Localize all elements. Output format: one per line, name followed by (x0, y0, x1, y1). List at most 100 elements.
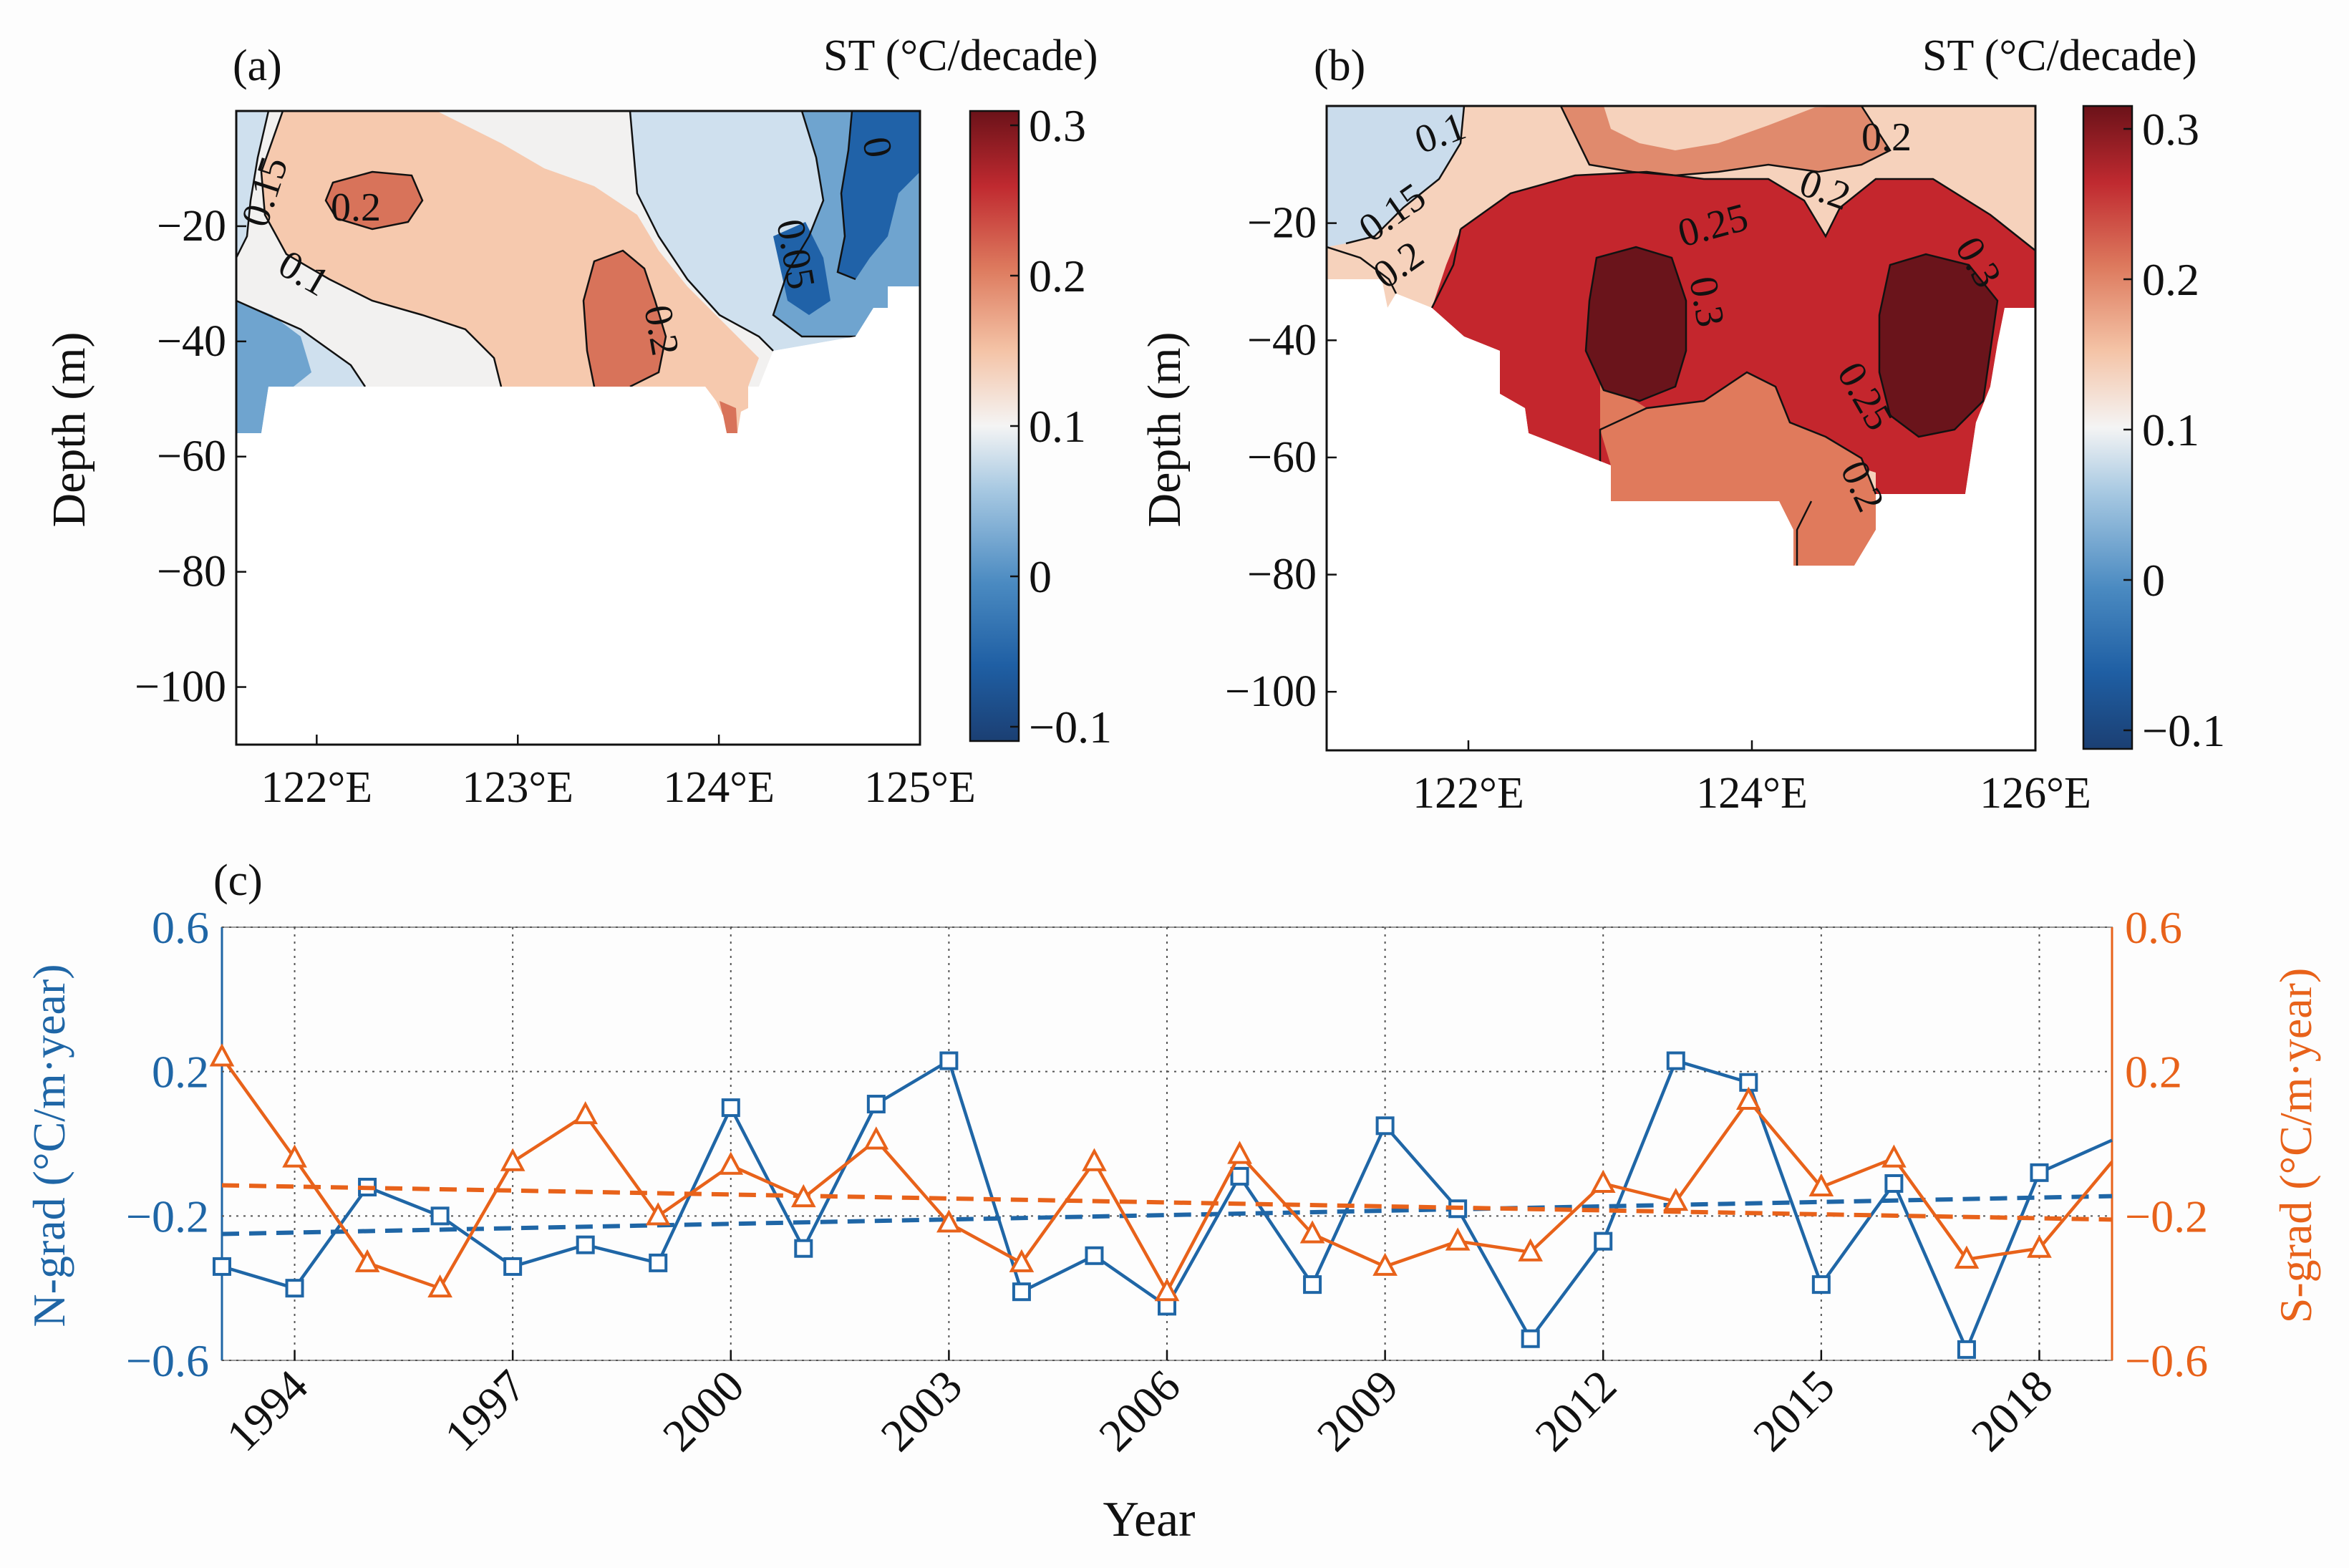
panel-b-contour-label: 0.3 (1680, 273, 1733, 330)
panel-a-colorbar-ticks: 0.3 0.2 0.1 0 −0.1 (1010, 100, 1112, 752)
series-s-grad-point (645, 1202, 671, 1226)
panel-c-ytick-left: −0.6 (126, 1335, 209, 1386)
panel-c-xtick-label: 2000 (653, 1360, 754, 1461)
series-n-grad-point (1666, 1051, 1685, 1070)
series-n-grad-point (1375, 1116, 1395, 1136)
series-n-grad-point (866, 1095, 886, 1114)
panel-a-ylabel: Depth (m) (43, 331, 95, 527)
panel-c-xtick-label: 2018 (1962, 1360, 2063, 1461)
panel-c-ylabel-left: N-grad (°C/m·year) (24, 964, 74, 1327)
series-n-grad-point (1085, 1246, 1104, 1265)
panel-a-xtick-label: 122°E (261, 763, 373, 812)
series-s-grad-point (1808, 1173, 1834, 1196)
series-s-grad-point (209, 1043, 235, 1067)
series-n-grad-point (1811, 1275, 1831, 1294)
series-s-grad-point (1954, 1245, 1980, 1269)
panel-c-xtick-label: 1997 (435, 1360, 536, 1461)
series-n-grad-point (1594, 1231, 1613, 1251)
panel-b-colorbar-tick-label: −0.1 (2142, 705, 2225, 756)
series-n-grad-point (2030, 1163, 2049, 1182)
panel-b-xtick-label: 124°E (1696, 769, 1808, 818)
panel-a: (a) ST (°C/decade) (43, 32, 1112, 812)
panel-a-ytick-label: −20 (157, 202, 226, 251)
series-s-grad-point (1227, 1141, 1252, 1164)
panel-a-axes: −20 −40 −60 −80 −100 122°E 123°E 124°E 125°E (135, 202, 976, 812)
series-n-grad-point (285, 1279, 304, 1298)
panel-a-colorbar-tick-label: 0.3 (1029, 100, 1086, 151)
panel-a-label: (a) (233, 42, 282, 90)
panel-b-axes: −20 −40 −60 −80 −100 122°E 124°E 126°E (1225, 199, 2091, 818)
panel-c-xtick-label: 1994 (217, 1360, 318, 1461)
panel-a-axes-frame (235, 110, 921, 746)
series-s-grad-point (718, 1151, 744, 1175)
panel-a-colorbar-tick-label: 0 (1029, 551, 1052, 602)
panel-b-ytick-label: −80 (1247, 551, 1317, 599)
panel-b-contour-label: 0.2 (1861, 115, 1912, 160)
panel-c-xtick-label: 2012 (1525, 1360, 1626, 1461)
series-n-grad-point (939, 1051, 959, 1070)
panel-c-label: (c) (213, 856, 263, 905)
panel-b-colorbar-tick-label: 0 (2142, 555, 2165, 606)
series-n-grad-point (1884, 1173, 1904, 1193)
series-s-grad-trend (221, 1183, 2113, 1222)
series-s-grad-point (1009, 1249, 1035, 1272)
panel-a-contour-field (236, 111, 920, 745)
panel-a-ytick-label: −80 (157, 548, 226, 596)
panel-a-ytick-label: −100 (135, 663, 226, 712)
series-n-grad-point (1957, 1340, 1976, 1359)
panel-a-contour-label: 0.2 (331, 185, 381, 230)
panel-c-series (209, 1043, 2113, 1359)
series-n-grad-point (1230, 1166, 1249, 1186)
panel-c-ytick-right: 0.6 (2125, 902, 2182, 953)
panel-b: (b) ST (°C/decade) (1138, 32, 2225, 818)
panel-c-xtick-label: 2003 (871, 1360, 972, 1461)
panel-c-grid (222, 926, 2112, 1361)
series-s-grad-point (1518, 1238, 1544, 1262)
series-s-grad-point (1881, 1144, 1907, 1168)
panel-b-colorbar (2082, 105, 2134, 750)
panel-a-colorbar-tick-label: 0.2 (1029, 251, 1086, 301)
panel-b-xtick-label: 126°E (1980, 769, 2091, 818)
series-s-grad-point (1590, 1169, 1616, 1193)
panel-a-xtick-label: 125°E (864, 763, 976, 812)
panel-a-colorbar-tick-label: 0.1 (1029, 401, 1086, 452)
panel-b-colorbar-tick-label: 0.1 (2142, 405, 2199, 455)
series-s-grad-point (936, 1209, 962, 1233)
panel-c-ytick-right: 0.2 (2125, 1047, 2182, 1098)
series-n-grad-point (503, 1257, 523, 1276)
panel-a-xtick-label: 124°E (663, 763, 775, 812)
series-s-grad-point (427, 1274, 452, 1298)
series-n-grad-point (430, 1206, 450, 1226)
series-s-grad-point (354, 1249, 380, 1272)
series-s-grad-point (1663, 1187, 1689, 1211)
panel-a-xtick-label: 123°E (462, 763, 573, 812)
panel-c-ytick-right: −0.2 (2125, 1191, 2208, 1242)
series-n-grad-point (794, 1239, 813, 1258)
series-s-grad-point (1445, 1227, 1471, 1251)
panel-b-label: (b) (1314, 42, 1365, 90)
panel-b-colorbar-tick-label: 0.2 (2142, 254, 2199, 305)
panel-a-colorbar-tick-label: −0.1 (1029, 702, 1112, 752)
panel-c-ytick-left: −0.2 (126, 1191, 209, 1242)
series-n-grad-point (649, 1253, 668, 1272)
series-n-grad-point (213, 1257, 231, 1276)
series-s-grad-point (1154, 1277, 1180, 1302)
panel-b-colorbar-title: ST (°C/decade) (1922, 32, 2197, 80)
panel-b-colorbar-ticks: 0.3 0.2 0.1 0 −0.1 (2123, 104, 2225, 756)
panel-c-xtick-label: 2006 (1089, 1360, 1190, 1461)
series-s-grad-point (1735, 1086, 1761, 1110)
series-s-grad-point (1299, 1220, 1325, 1244)
series-n-grad-point (1303, 1275, 1322, 1294)
panel-b-ytick-label: −60 (1247, 433, 1317, 482)
panel-b-ytick-label: −100 (1225, 667, 1317, 716)
series-s-grad-point (2027, 1234, 2052, 1258)
panel-c-ytick-left: 0.6 (152, 902, 209, 953)
panel-b-ytick-label: −20 (1247, 199, 1317, 248)
series-s-grad-point (500, 1148, 526, 1171)
series-s-grad-point (282, 1144, 307, 1168)
panel-b-colorbar-tick-label: 0.3 (2142, 104, 2199, 155)
panel-b-ytick-label: −40 (1247, 316, 1317, 364)
panel-c-ylabel-right: S-grad (°C/m·year) (2270, 968, 2321, 1324)
panel-b-ylabel: Depth (m) (1138, 331, 1191, 527)
